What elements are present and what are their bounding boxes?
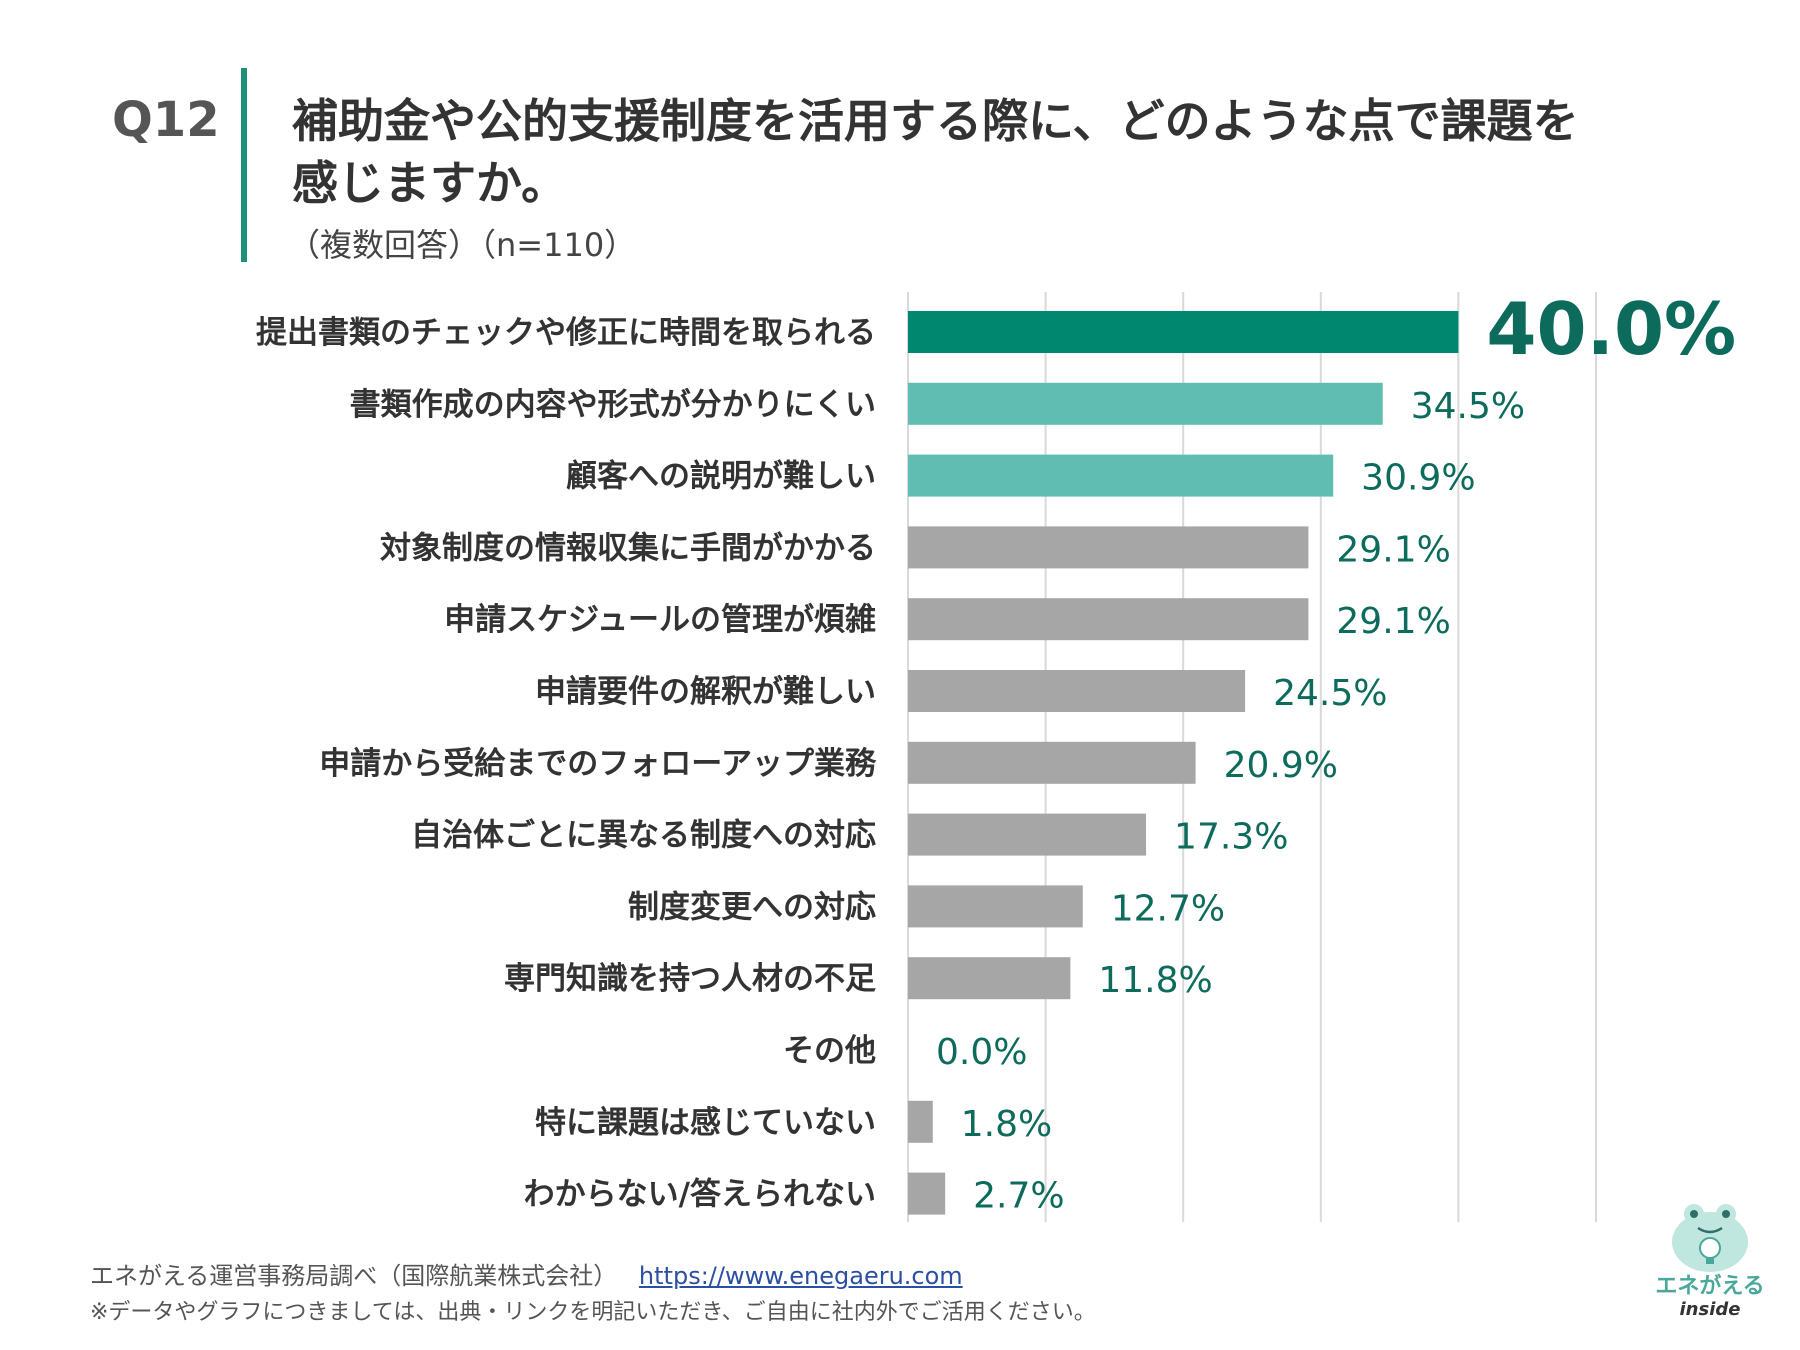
value-label: 30.9% [1361, 458, 1475, 499]
bar [908, 813, 1147, 856]
bar-chart: 提出書類のチェックや修正に時間を取られる 40.0% 書類作成の内容や形式が分かりに… [256, 287, 1736, 1222]
category-label: 対象制度の情報収集に手間がかかる [380, 530, 876, 566]
bar [908, 741, 1196, 784]
bar [908, 311, 1459, 353]
category-label: 書類作成の内容や形式が分かりにくい [350, 387, 876, 423]
category-label: 特に課題は感じていない [535, 1105, 876, 1141]
value-label: 29.1% [1336, 529, 1450, 570]
value-label: 2.7% [973, 1176, 1064, 1217]
category-label: 専門知識を持つ人材の不足 [504, 961, 876, 997]
bar [908, 1172, 946, 1215]
value-label: 40.0% [1486, 287, 1736, 371]
logo-sub: inside [1679, 1299, 1741, 1320]
value-label: 20.9% [1224, 745, 1338, 786]
value-label: 17.3% [1174, 817, 1288, 858]
category-label: 自治体ごとに異なる制度への対応 [411, 818, 876, 854]
frog-bulb-icon [1672, 1204, 1748, 1272]
category-label: 提出書類のチェックや修正に時間を取られる [256, 315, 876, 351]
question-subtitle: （複数回答）（n=110） [288, 226, 637, 264]
bar [908, 382, 1383, 425]
source-link[interactable]: https://www.enegaeru.com [638, 1262, 963, 1290]
category-label: 申請要件の解釈が難しい [535, 674, 876, 710]
question-number: Q12 [112, 92, 220, 148]
bar [908, 670, 1246, 712]
title-divider [241, 68, 247, 262]
value-label: 24.5% [1273, 673, 1387, 714]
logo-name: エネがえる [1655, 1274, 1765, 1299]
category-label: 申請から受給までのフォローアップ業務 [319, 746, 877, 782]
category-label: その他 [783, 1033, 876, 1069]
bar [908, 885, 1083, 928]
category-label: 顧客への説明が難しい [566, 459, 876, 495]
category-label: 制度変更への対応 [628, 889, 876, 925]
question-title: 補助金や公的支援制度を活用する際に、どのような点で課題を感じますか。 [292, 94, 1579, 210]
bar [908, 454, 1334, 497]
value-label: 29.1% [1336, 601, 1450, 642]
value-label: 0.0% [936, 1032, 1027, 1073]
value-label: 11.8% [1098, 960, 1212, 1001]
value-label: 12.7% [1111, 888, 1225, 929]
bar [908, 1100, 933, 1143]
category-label: 申請スケジュールの管理が煩雑 [444, 602, 876, 638]
usage-note: ※データやグラフにつきましては、出典・リンクを明記いただき、ご自由に社内外でご活… [90, 1300, 1096, 1325]
value-label: 34.5% [1411, 386, 1525, 427]
source-line: エネがえる運営事務局調べ（国際航業株式会社） https://www.enega… [90, 1256, 963, 1291]
bar [908, 957, 1071, 1000]
bar [908, 526, 1309, 569]
source-text: エネがえる運営事務局調べ（国際航業株式会社） [90, 1262, 618, 1290]
enegaeru-logo: エネがえる inside [1640, 1198, 1780, 1338]
bar [908, 598, 1309, 641]
category-label: わからない/答えられない [524, 1177, 876, 1213]
value-label: 1.8% [961, 1104, 1052, 1145]
